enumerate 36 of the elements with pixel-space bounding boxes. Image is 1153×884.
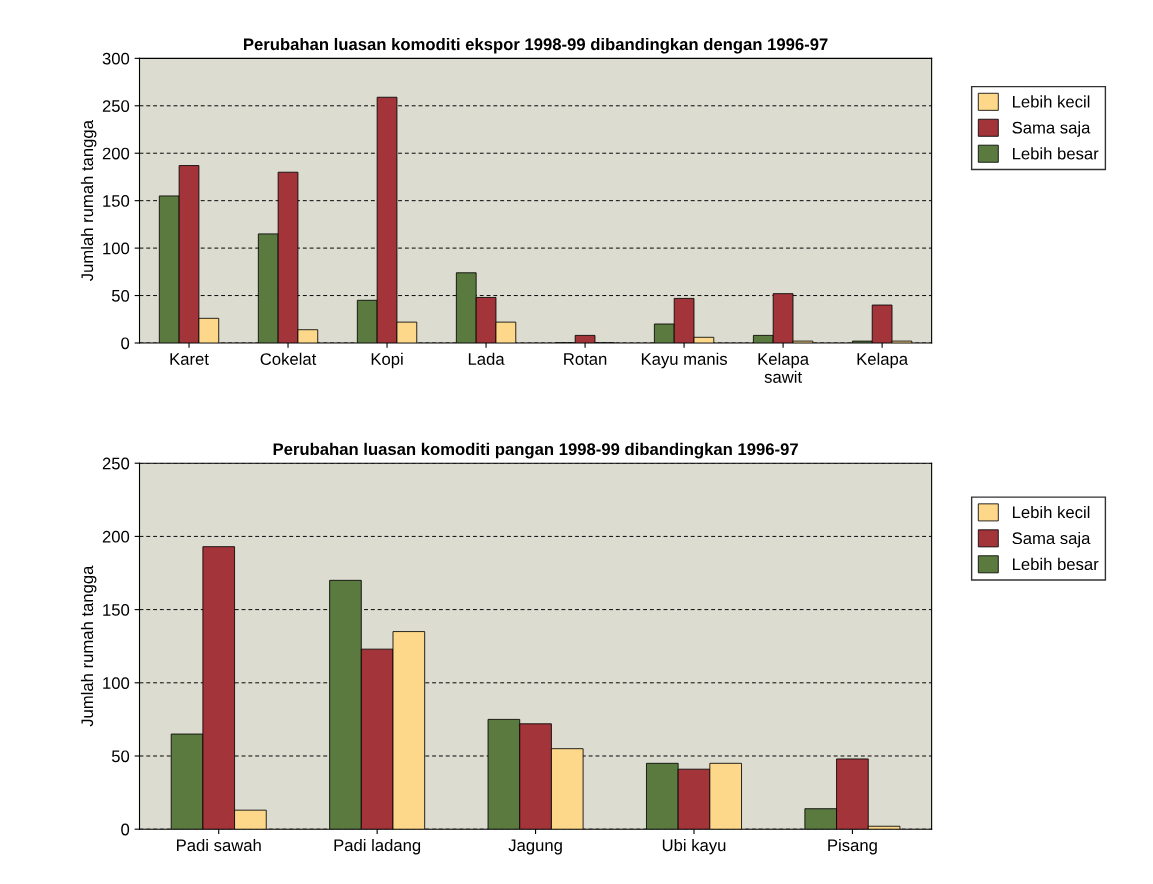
x-tick-label: Lada (468, 352, 505, 365)
chart-title: Perubahan luasan komoditi pangan 1998-99 dibandingkan 1996-97 (273, 442, 798, 459)
x-tick-label: Karet (170, 353, 209, 365)
x-tick-label: Kopi (371, 352, 403, 369)
x-tick-label: Ubi kayu (662, 838, 726, 855)
y-tick-label: 200 (102, 147, 130, 160)
x-tick-label: Kayu manis (641, 352, 728, 369)
legend-label: Sama saja (1012, 531, 1091, 548)
y-tick-label: 100 (103, 242, 130, 255)
y-tick-label: 300 (102, 52, 130, 65)
y-tick-label: 250 (102, 457, 130, 470)
chart-title: Perubahan luasan komoditi ekspor 1998-99 dibandingkan dengan 1996-97 (244, 37, 828, 54)
legend-label: Sama saja (1012, 121, 1091, 137)
y-tick-label: 100 (103, 677, 130, 689)
x-tick-label: Pisang (828, 838, 877, 855)
y-axis-title: Jumlah rumah tangga (80, 120, 97, 281)
y-tick-label: 50 (111, 750, 130, 763)
y-tick-label: 50 (111, 289, 130, 302)
y-tick-label: 250 (102, 100, 130, 112)
legend-label: Lebih besar (1013, 557, 1099, 571)
legend-label: Lebih besar (1013, 147, 1099, 160)
x-tick-label: Padi sawah (177, 838, 261, 852)
x-tick-label: Padi ladang (334, 838, 421, 855)
x-tick-label: Kelapa (857, 352, 909, 369)
y-tick-label: 0 (121, 823, 130, 836)
x-tick-label: Kelapa sawit (758, 352, 810, 383)
y-tick-label: 0 (121, 337, 130, 350)
y-tick-label: 200 (102, 530, 130, 543)
x-tick-label: Cokelat (260, 352, 317, 365)
legend-label: Lebih kecil (1013, 505, 1090, 519)
x-tick-label: Rotan (564, 353, 607, 365)
legend-label: Lebih kecil (1013, 95, 1090, 108)
x-tick-label: Jagung (508, 839, 562, 855)
y-tick-label: 150 (103, 604, 130, 616)
y-tick-label: 150 (103, 195, 130, 207)
y-axis-title: Jumlah rumah tangga (80, 565, 97, 727)
